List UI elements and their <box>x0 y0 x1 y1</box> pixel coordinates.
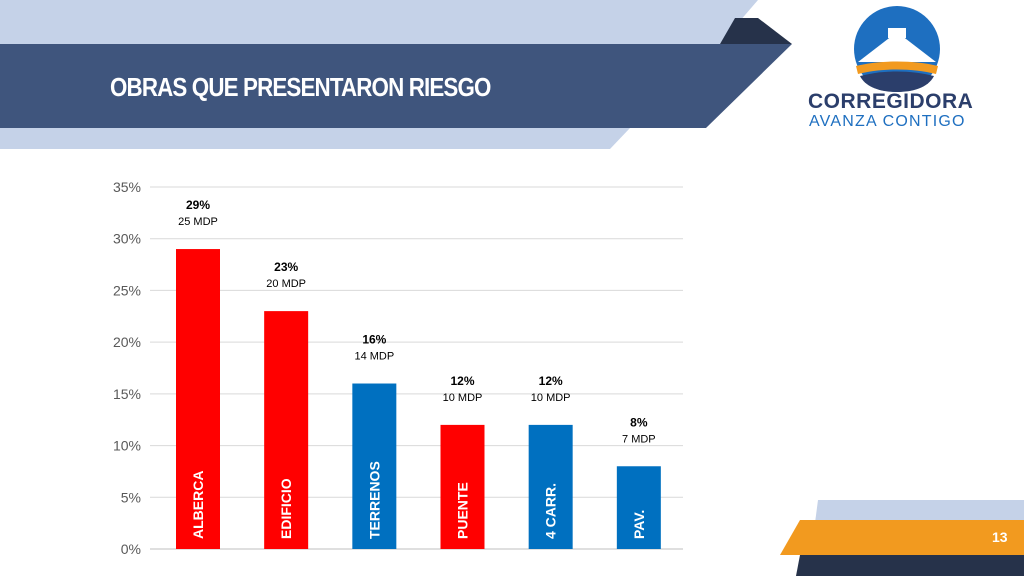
x-category-label: ALBERCA <box>190 471 206 539</box>
bar <box>528 424 573 549</box>
x-category-label: TERRENOS <box>366 461 382 539</box>
y-tick-label: 20% <box>113 334 141 350</box>
bar <box>616 466 661 549</box>
y-tick-label: 5% <box>121 489 141 505</box>
data-label-percent: 29% <box>186 198 210 212</box>
x-category-label: PUENTE <box>455 482 471 539</box>
data-label-amount: 14 MDP <box>354 351 394 363</box>
data-label-amount: 7 MDP <box>622 433 656 445</box>
footer-orange-band <box>780 520 1024 555</box>
data-label-amount: 25 MDP <box>178 216 218 228</box>
x-category-label: 4 CARR. <box>543 483 559 539</box>
dark-corner-shape <box>720 18 792 44</box>
data-label-percent: 12% <box>539 374 563 388</box>
light-lower-band <box>0 128 630 149</box>
y-tick-label: 35% <box>113 179 141 195</box>
logo-chimney <box>888 28 906 38</box>
bar <box>264 311 309 549</box>
y-tick-label: 30% <box>113 231 141 247</box>
data-label-percent: 16% <box>362 333 386 347</box>
slide-title: OBRAS QUE PRESENTARON RIESGO <box>110 72 491 102</box>
page-number: 13 <box>992 529 1008 545</box>
y-tick-label: 25% <box>113 282 141 298</box>
y-tick-label: 15% <box>113 386 141 402</box>
x-category-label: EDIFICIO <box>278 478 294 539</box>
logo-house-icon <box>858 32 936 62</box>
logo-navy-base <box>860 71 934 92</box>
data-label-percent: 8% <box>630 415 648 429</box>
logo-orange-roof <box>856 61 938 74</box>
logo-wordmark: CORREGIDORA <box>808 90 974 113</box>
bar <box>176 249 220 550</box>
data-label-amount: 10 MDP <box>531 392 571 404</box>
logo-emblem <box>854 6 940 92</box>
light-top-band <box>0 0 758 44</box>
data-label-amount: 20 MDP <box>266 278 306 290</box>
bar <box>352 383 397 549</box>
logo-slogan: AVANZA CONTIGO <box>809 113 966 130</box>
data-label-percent: 12% <box>450 374 474 388</box>
footer-navy-band <box>796 555 1024 576</box>
data-label-amount: 10 MDP <box>443 392 483 404</box>
y-tick-label: 10% <box>113 438 141 454</box>
x-category-label: PAV. <box>631 510 647 539</box>
title-banner <box>0 44 792 128</box>
bar <box>440 424 485 549</box>
y-tick-label: 0% <box>121 541 141 557</box>
data-label-percent: 23% <box>274 260 298 274</box>
